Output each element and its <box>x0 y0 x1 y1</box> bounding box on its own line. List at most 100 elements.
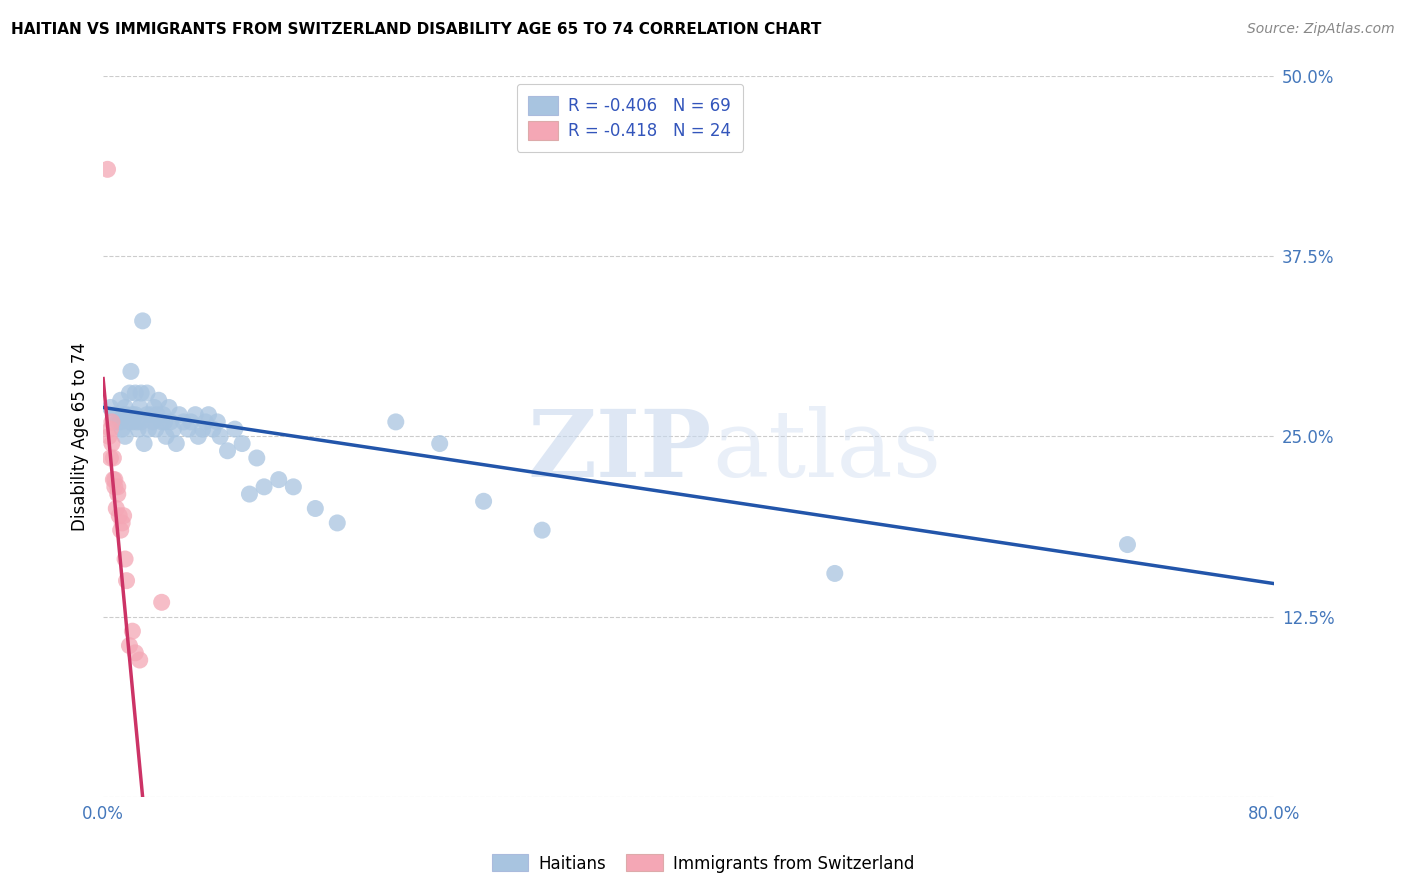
Point <box>101 436 124 450</box>
Text: atlas: atlas <box>711 406 941 496</box>
Point <box>128 401 150 415</box>
Point <box>114 429 136 443</box>
Point <box>197 408 219 422</box>
Point <box>112 508 135 523</box>
Point <box>187 429 209 443</box>
Point <box>108 508 131 523</box>
Point <box>101 415 124 429</box>
Point <box>159 415 181 429</box>
Point <box>146 408 169 422</box>
Text: HAITIAN VS IMMIGRANTS FROM SWITZERLAND DISABILITY AGE 65 TO 74 CORRELATION CHART: HAITIAN VS IMMIGRANTS FROM SWITZERLAND D… <box>11 22 821 37</box>
Point <box>141 408 163 422</box>
Point <box>98 429 121 443</box>
Text: ZIP: ZIP <box>527 406 711 496</box>
Point <box>136 408 159 422</box>
Point <box>129 386 152 401</box>
Point <box>224 422 246 436</box>
Point <box>115 574 138 588</box>
Point <box>124 646 146 660</box>
Point <box>304 501 326 516</box>
Point <box>177 422 200 436</box>
Point <box>131 314 153 328</box>
Point <box>201 422 224 436</box>
Point <box>121 624 143 639</box>
Point <box>162 422 184 436</box>
Legend: Haitians, Immigrants from Switzerland: Haitians, Immigrants from Switzerland <box>485 847 921 880</box>
Point <box>385 415 408 429</box>
Point <box>180 415 202 429</box>
Point <box>283 480 305 494</box>
Point <box>128 653 150 667</box>
Point <box>103 473 125 487</box>
Point <box>253 480 276 494</box>
Point <box>111 516 134 530</box>
Point <box>115 408 138 422</box>
Point <box>472 494 495 508</box>
Point <box>100 401 122 415</box>
Point <box>124 408 146 422</box>
Point <box>118 386 141 401</box>
Point <box>107 487 129 501</box>
Point <box>165 436 187 450</box>
Point <box>107 480 129 494</box>
Point <box>217 443 239 458</box>
Y-axis label: Disability Age 65 to 74: Disability Age 65 to 74 <box>72 342 89 531</box>
Point <box>107 415 129 429</box>
Point <box>110 523 132 537</box>
Point <box>100 450 122 465</box>
Point <box>143 401 166 415</box>
Point <box>173 415 195 429</box>
Point <box>125 415 148 429</box>
Point <box>246 450 269 465</box>
Point <box>209 429 232 443</box>
Point <box>114 401 136 415</box>
Point <box>238 487 260 501</box>
Point <box>110 415 132 429</box>
Point <box>121 408 143 422</box>
Point <box>148 393 170 408</box>
Point <box>112 408 135 422</box>
Point <box>138 422 160 436</box>
Point <box>142 415 165 429</box>
Point <box>124 386 146 401</box>
Point <box>267 473 290 487</box>
Point <box>429 436 451 450</box>
Text: Source: ZipAtlas.com: Source: ZipAtlas.com <box>1247 22 1395 37</box>
Point <box>136 386 159 401</box>
Point <box>150 415 173 429</box>
Point <box>153 415 176 429</box>
Point <box>152 408 174 422</box>
Point <box>155 429 177 443</box>
Point <box>120 364 142 378</box>
Point <box>104 473 127 487</box>
Point <box>121 415 143 429</box>
Point <box>110 393 132 408</box>
Point <box>111 422 134 436</box>
Point <box>114 552 136 566</box>
Point <box>118 639 141 653</box>
Point <box>132 436 155 450</box>
Point <box>103 450 125 465</box>
Point <box>326 516 349 530</box>
Point <box>194 415 217 429</box>
Point <box>191 422 214 436</box>
Point <box>231 436 253 450</box>
Point <box>167 408 190 422</box>
Legend: R = -0.406   N = 69, R = -0.418   N = 24: R = -0.406 N = 69, R = -0.418 N = 24 <box>517 84 744 152</box>
Point <box>104 480 127 494</box>
Point <box>207 415 229 429</box>
Point <box>127 422 149 436</box>
Point <box>150 595 173 609</box>
Point <box>184 408 207 422</box>
Point <box>100 422 122 436</box>
Point <box>96 162 118 177</box>
Point <box>1116 538 1139 552</box>
Point <box>118 415 141 429</box>
Point <box>157 401 180 415</box>
Point <box>145 422 167 436</box>
Point <box>129 415 152 429</box>
Point <box>531 523 554 537</box>
Point <box>824 566 846 581</box>
Point <box>105 501 128 516</box>
Point <box>104 408 127 422</box>
